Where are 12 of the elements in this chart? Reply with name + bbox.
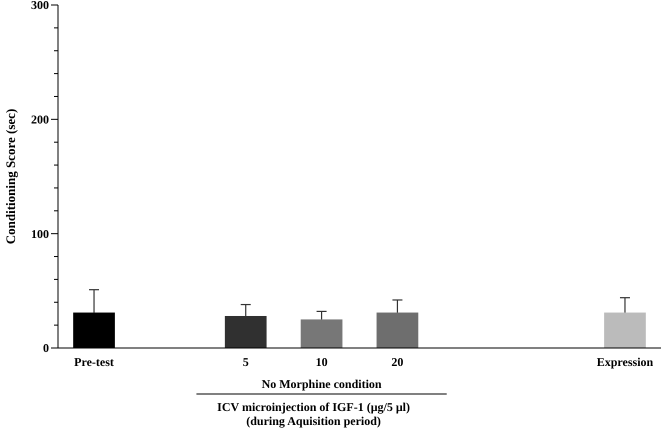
y-axis-title: Conditioning Score (sec) [3, 108, 18, 244]
x-tick-label: Expression [596, 355, 654, 369]
text: No Morphine condition [262, 377, 382, 391]
y-tick-label: 300 [31, 0, 49, 12]
x-tick-label: Pre-test [74, 355, 114, 369]
y-tick-label: 0 [43, 341, 49, 356]
x-tick-label: 20 [391, 355, 404, 369]
x-tick-label: 5 [242, 355, 249, 369]
y-tick-label: 200 [31, 112, 49, 127]
y-tick-label: 100 [31, 226, 49, 241]
x-tick-label: 10 [316, 355, 328, 369]
x-axis-title: ICV microinjection of IGF-1 (μg/5 μl) (during Aquisition period) [217, 400, 410, 428]
